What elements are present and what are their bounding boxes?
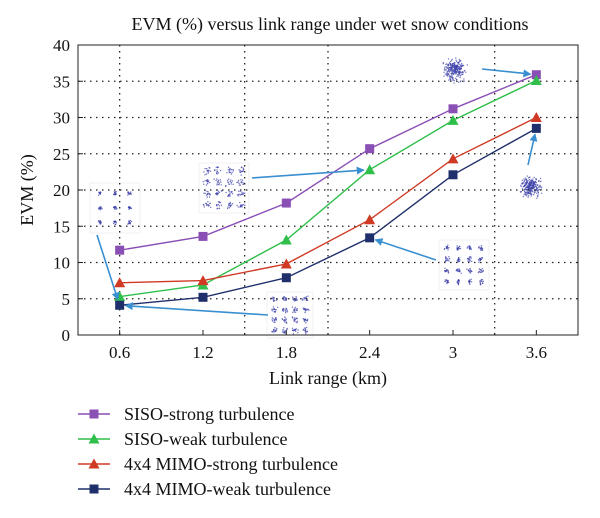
series-siso-weak-turbulence [114, 75, 542, 302]
series-4x4-mimo-strong-turbulence [114, 112, 542, 288]
x-tick-label: 3.6 [526, 343, 547, 362]
data-point [364, 214, 376, 225]
data-point [530, 75, 542, 86]
legend-label: 4x4 MIMO-weak turbulence [124, 479, 331, 499]
x-tick-label: 0.6 [109, 343, 130, 362]
legend-label: SISO-weak turbulence [124, 429, 287, 449]
data-point [197, 275, 209, 286]
legend-label: 4x4 MIMO-strong turbulence [124, 454, 338, 474]
y-tick-label: 20 [53, 181, 70, 200]
y-axis-ticks: 0 5 10 15 20 25 30 35 40 [53, 36, 83, 345]
legend-marker [88, 458, 100, 469]
series-line [119, 74, 537, 251]
x-tick-label: 1.8 [276, 343, 297, 362]
y-tick-label: 25 [53, 145, 70, 164]
legend-marker [89, 484, 99, 494]
data-point [280, 258, 292, 269]
data-point [281, 273, 291, 283]
series-siso-strong-turbulence [115, 70, 541, 255]
legend-label: SISO-strong turbulence [124, 404, 294, 424]
annotation-arrows [96, 68, 538, 316]
data-point [198, 231, 208, 241]
annotation-arrow [124, 302, 269, 316]
series-line [119, 79, 537, 298]
y-tick-label: 0 [62, 326, 71, 345]
y-tick-label: 35 [53, 72, 70, 91]
data-point [531, 123, 541, 133]
data-point [531, 70, 541, 80]
chart-title: EVM (%) versus link range under wet snow… [132, 14, 529, 35]
data-point [115, 300, 125, 310]
x-tick-label: 2.4 [359, 343, 381, 362]
y-tick-label: 10 [53, 254, 70, 273]
legend-item: SISO-weak turbulence [78, 429, 287, 449]
constellation-inset [89, 182, 141, 234]
data-point [281, 198, 291, 208]
constellation-inset [198, 162, 250, 214]
y-tick-label: 30 [53, 109, 70, 128]
legend-item: 4x4 MIMO-strong turbulence [78, 454, 338, 474]
data-point [447, 114, 459, 125]
annotation-arrow [251, 166, 365, 179]
series-4x4-mimo-weak-turbulence [115, 123, 541, 310]
legend-marker [88, 433, 100, 444]
data-point [198, 292, 208, 302]
data-point [448, 170, 458, 180]
constellation-insets [89, 57, 543, 339]
annotation-arrow [374, 238, 437, 261]
y-axis-label: EVM (%) [17, 154, 38, 225]
x-tick-label: 1.2 [192, 343, 213, 362]
constellation-inset [266, 291, 314, 339]
y-tick-label: 40 [53, 36, 70, 55]
data-point [114, 277, 126, 288]
x-axis-ticks: 0.6 1.2 1.8 2.4 3 3.6 [109, 330, 547, 362]
data-point [530, 112, 542, 122]
data-point [365, 144, 375, 154]
annotation-arrow [96, 234, 120, 301]
x-tick-label: 3 [449, 343, 458, 362]
constellation-inset [442, 57, 468, 84]
constellation-inset [519, 175, 543, 199]
series-line [119, 127, 537, 306]
y-tick-label: 15 [53, 217, 70, 236]
legend-marker [89, 409, 99, 419]
x-axis-label: Link range (km) [269, 368, 387, 389]
data-point [280, 234, 292, 245]
constellation-inset [438, 239, 490, 291]
legend-item: SISO-strong turbulence [78, 404, 294, 424]
annotation-arrow [527, 133, 538, 166]
data-point [364, 164, 376, 175]
legend: SISO-strong turbulence SISO-weak turbulen… [78, 404, 338, 499]
data-point [447, 153, 459, 164]
data-point [365, 233, 375, 243]
annotation-arrow [481, 68, 532, 78]
legend-item: 4x4 MIMO-weak turbulence [78, 479, 331, 499]
data-series [114, 70, 542, 310]
series-line [119, 116, 537, 284]
data-point [115, 245, 125, 255]
y-tick-label: 5 [62, 290, 71, 309]
data-point [448, 104, 458, 114]
grid-lines [78, 45, 578, 335]
